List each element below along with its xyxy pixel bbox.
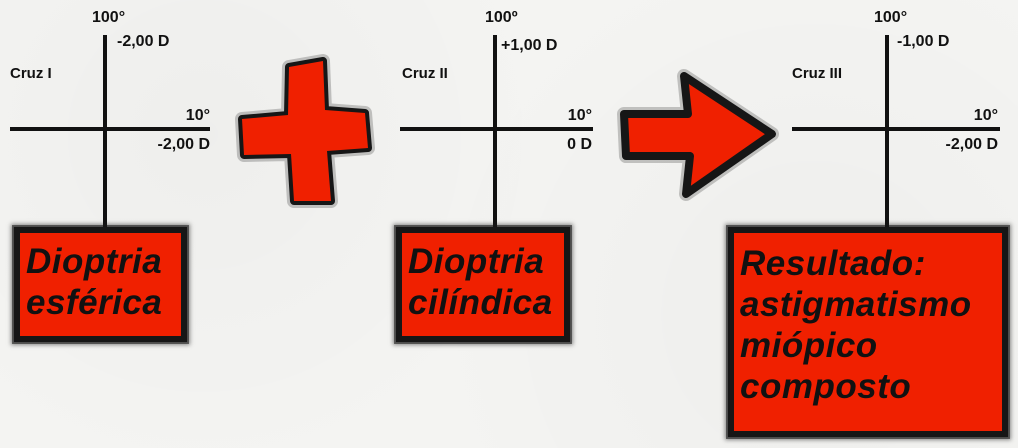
top-angle-label: 100º: [485, 9, 518, 26]
top-value-label: +1,00 D: [501, 37, 558, 54]
right-angle-label: 10°: [185, 107, 210, 124]
box-line: Dioptria: [408, 242, 545, 281]
box-line: miópico: [740, 326, 878, 365]
box-line: astigmatismo: [740, 285, 972, 324]
right-angle-label: 10°: [973, 107, 998, 124]
right-value-label: -2,00 D: [157, 136, 210, 153]
horizontal-axis: [792, 127, 1000, 131]
box-line: esférica: [26, 283, 163, 322]
cross-3: 100° -1,00 D Cruz III 10° -2,00 D: [792, 0, 1002, 235]
cross-2: 100º +1,00 D Cruz II 10° 0 D: [400, 0, 600, 235]
horizontal-axis: [10, 127, 210, 131]
cross-name-label: Cruz III: [792, 65, 843, 82]
cross-name-label: Cruz II: [402, 65, 448, 82]
cross-1: 100° -2,00 D Cruz I 10° -2,00 D: [10, 0, 210, 235]
plus-icon: [235, 54, 375, 208]
result-box: Resultado: astigmatismo miópico composto: [728, 227, 1008, 437]
right-angle-label: 10°: [567, 107, 592, 124]
top-value-label: -2,00 D: [117, 33, 170, 50]
cross-name-label: Cruz I: [10, 65, 52, 82]
vertical-axis: [103, 35, 107, 227]
cylindrical-dioptre-box: Dioptria cilíndica: [396, 227, 570, 342]
spherical-dioptre-box: Dioptria esférica: [14, 227, 187, 342]
box-line: composto: [740, 367, 912, 406]
box-line: Resultado:: [740, 244, 926, 283]
vertical-axis: [493, 35, 497, 227]
top-angle-label: 100°: [92, 9, 126, 26]
box-line: Dioptria: [26, 242, 163, 281]
top-value-label: -1,00 D: [897, 33, 950, 50]
arrow-right-icon: [617, 69, 779, 201]
box-line: cilíndica: [408, 283, 553, 322]
right-value-label: 0 D: [567, 136, 592, 153]
top-angle-label: 100°: [874, 9, 908, 26]
vertical-axis: [885, 35, 889, 227]
right-value-label: -2,00 D: [945, 136, 998, 153]
